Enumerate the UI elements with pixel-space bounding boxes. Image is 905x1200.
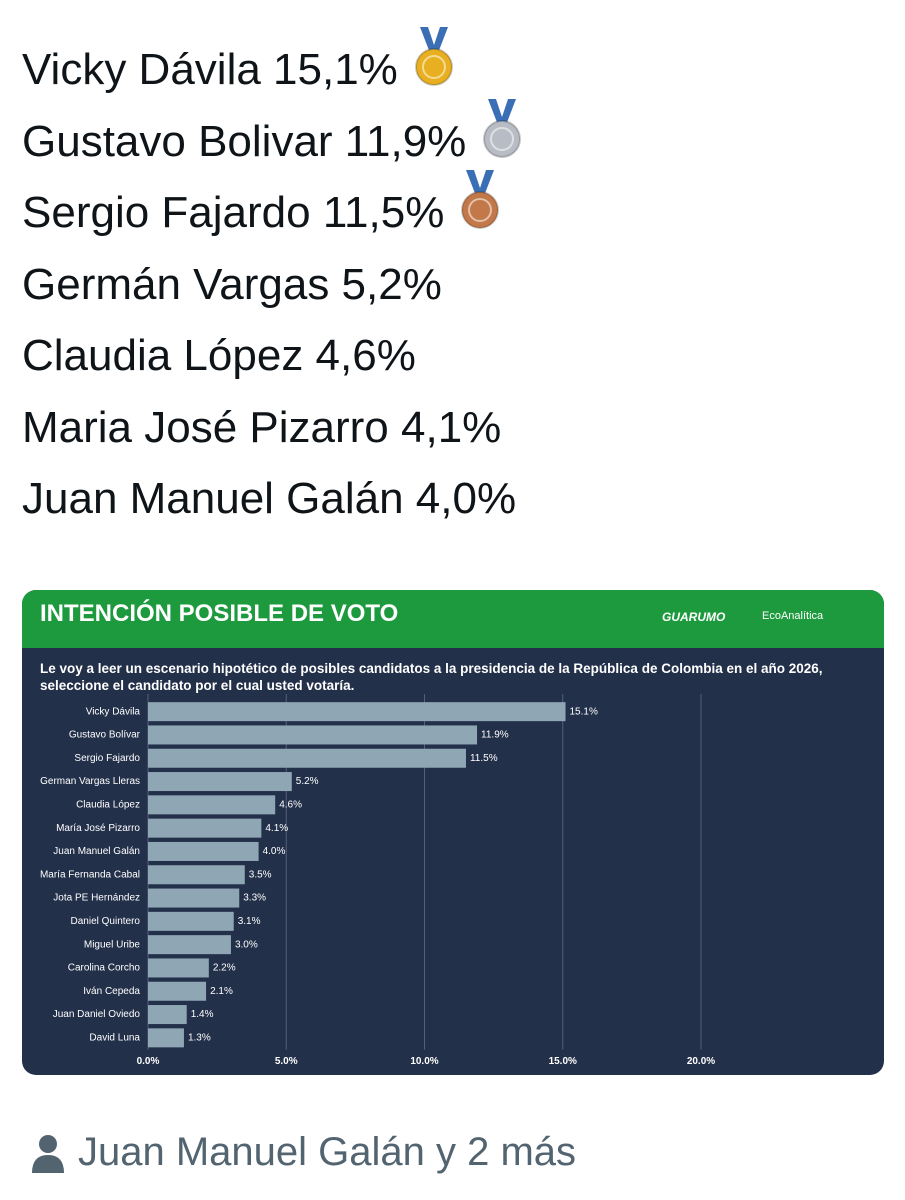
x-tick-label: 10.0% — [410, 1056, 438, 1067]
bar — [148, 795, 276, 815]
tweet-line: Juan Manuel Galán 4,0% — [22, 469, 516, 529]
value-label: 4.1% — [265, 823, 288, 834]
value-label: 11.5% — [470, 753, 498, 764]
y-tick-label: David Luna — [89, 1032, 140, 1043]
tweet-line: Germán Vargas 5,2% — [22, 255, 442, 315]
y-tick-label: Claudia López — [76, 799, 140, 810]
tweet-line: Maria José Pizarro 4,1% — [22, 398, 501, 458]
bar — [148, 702, 566, 722]
bar — [148, 1028, 184, 1048]
value-label: 11.9% — [481, 730, 509, 741]
y-tick-label: Iván Cepeda — [83, 986, 140, 997]
y-tick-label: Juan Manuel Galán — [53, 846, 140, 857]
line-text: Juan Manuel Galán 4,0% — [22, 474, 517, 523]
y-tick-label: German Vargas Lleras — [40, 776, 140, 787]
y-tick-label: Gustavo Bolívar — [69, 730, 141, 741]
x-tick-label: 5.0% — [275, 1056, 298, 1067]
y-tick-label: María José Pizarro — [56, 823, 140, 834]
person-icon — [32, 1134, 64, 1173]
tweet-line: Vicky Dávila 15,1% — [22, 27, 462, 100]
line-text: Maria José Pizarro 4,1% — [22, 402, 502, 452]
y-tick-label: Jota PE Hernández — [53, 893, 140, 904]
tweet-line: Sergio Fajardo 11,5% — [22, 170, 508, 243]
value-label: 3.1% — [238, 916, 261, 927]
value-label: 2.2% — [213, 963, 236, 974]
bar — [148, 935, 231, 955]
value-label: 3.0% — [235, 939, 258, 950]
x-tick-label: 15.0% — [549, 1056, 577, 1067]
logo: GUARUMO — [662, 610, 726, 624]
footer: Juan Manuel Galán y 2 más — [30, 1130, 576, 1175]
chart-header: INTENCIÓN POSIBLE DE VOTO GUARUMO EcoAna… — [22, 590, 884, 648]
y-tick-label: Vicky Dávila — [86, 706, 141, 717]
x-tick-label: 0.0% — [137, 1056, 160, 1067]
chart-card: INTENCIÓN POSIBLE DE VOTO GUARUMO EcoAna… — [22, 590, 884, 1075]
medal-icon — [461, 170, 500, 230]
y-tick-label: Juan Daniel Oviedo — [53, 1009, 141, 1020]
bar — [148, 725, 478, 745]
tweet-line: Claudia López 4,6% — [22, 326, 416, 386]
y-tick-label: Carolina Corcho — [68, 963, 141, 974]
value-label: 4.6% — [279, 799, 302, 810]
medal-icon — [414, 27, 453, 87]
x-tick-label: 20.0% — [687, 1056, 715, 1067]
value-label: 3.3% — [243, 893, 266, 904]
value-label: 3.5% — [249, 869, 272, 880]
line-text: Claudia López 4,6% — [22, 331, 416, 380]
line-text: Vicky Dávila 15,1% — [22, 45, 398, 94]
value-label: 1.4% — [191, 1009, 214, 1020]
bar — [148, 772, 292, 792]
bar — [148, 841, 259, 861]
y-tick-label: María Fernanda Cabal — [40, 869, 140, 880]
y-tick-label: Miguel Uribe — [84, 939, 141, 950]
line-text: Gustavo Bolivar 11,9% — [22, 116, 467, 166]
plot: 0.0% 5.0% 10.0% 15.0% 20.0% Vicky Dávila 15.1%… — [40, 694, 715, 1067]
bar — [148, 748, 466, 768]
tweet-line: Gustavo Bolivar 11,9% — [22, 98, 530, 172]
logo: EcoAnalítica — [762, 610, 824, 622]
bar — [148, 958, 209, 978]
bar — [148, 818, 262, 838]
value-label: 4.0% — [263, 846, 286, 857]
y-tick-label: Sergio Fajardo — [74, 753, 140, 764]
bar — [148, 981, 207, 1001]
value-label: 1.3% — [188, 1032, 211, 1043]
chart-title: INTENCIÓN POSIBLE DE VOTO — [40, 600, 399, 627]
value-label: 2.1% — [210, 986, 233, 997]
bar — [148, 888, 240, 908]
chart-subtitle: Le voy a leer un escenario hipotético de… — [40, 661, 823, 693]
footer-text: Juan Manuel Galán y 2 más — [78, 1130, 577, 1174]
y-tick-label: Daniel Quintero — [71, 916, 141, 927]
line-text: Sergio Fajardo 11,5% — [22, 188, 445, 237]
medal-icon — [483, 98, 522, 158]
bar — [148, 865, 245, 885]
bar — [148, 1005, 187, 1025]
bar — [148, 911, 234, 931]
line-text: Germán Vargas 5,2% — [22, 259, 442, 309]
value-label: 5.2% — [296, 776, 319, 787]
value-label: 15.1% — [570, 706, 598, 717]
